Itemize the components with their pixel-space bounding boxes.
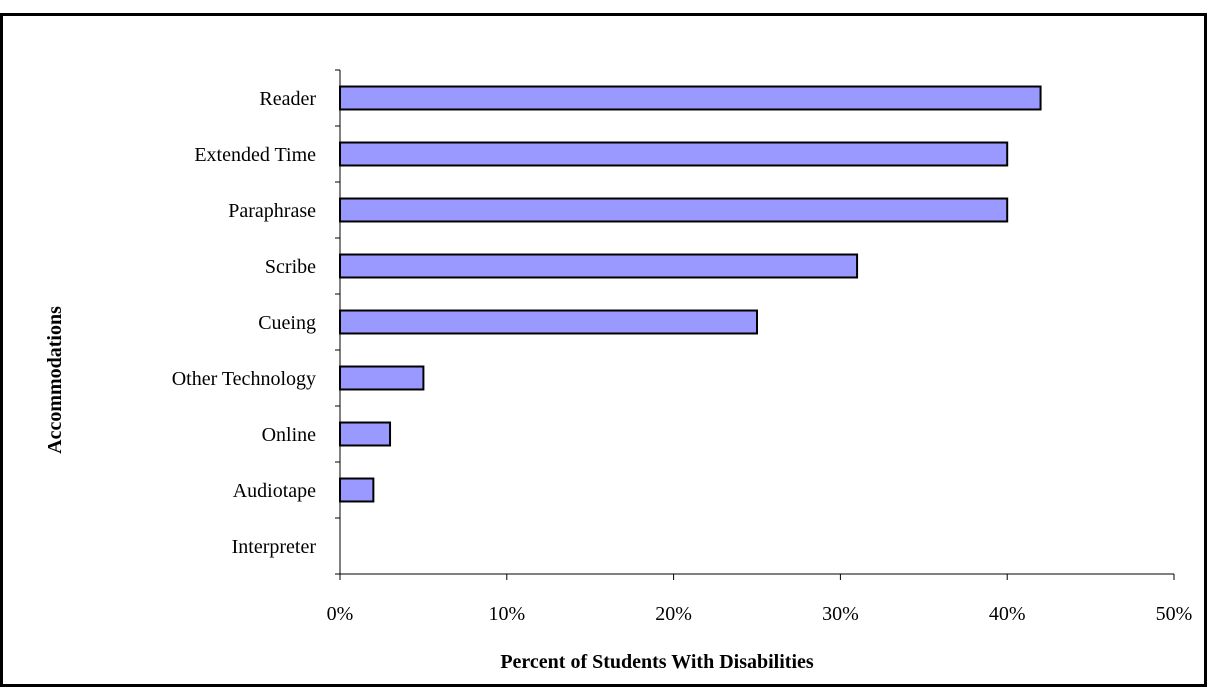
bar-paraphrase xyxy=(339,197,1009,223)
bar-extended-time xyxy=(339,141,1009,167)
y-tick-label: Paraphrase xyxy=(228,200,316,222)
x-tick-label: 10% xyxy=(488,603,525,625)
bar-reader xyxy=(339,85,1042,111)
x-axis-title: Percent of Students With Disabilities xyxy=(500,651,814,673)
x-tick-label: 0% xyxy=(327,603,354,625)
y-tick-label: Online xyxy=(262,424,317,446)
x-tick-label: 40% xyxy=(989,603,1026,625)
y-tick-label: Cueing xyxy=(258,312,316,334)
bar-other-technology xyxy=(339,365,425,391)
y-tick-label: Interpreter xyxy=(232,536,317,558)
y-axis-title: Accommodations xyxy=(44,306,66,454)
bar-cueing xyxy=(339,309,758,335)
bar-online xyxy=(339,421,392,447)
bar-scribe xyxy=(339,253,859,279)
y-tick-label: Audiotape xyxy=(233,480,316,502)
y-tick-label: Other Technology xyxy=(172,368,316,390)
y-tick-label: Reader xyxy=(259,88,316,110)
x-tick-label: 30% xyxy=(822,603,859,625)
y-tick-label: Scribe xyxy=(265,256,316,278)
bar-audiotape xyxy=(339,477,375,503)
chart-border xyxy=(0,13,1207,687)
x-tick-label: 20% xyxy=(655,603,692,625)
y-tick-label: Extended Time xyxy=(194,144,316,166)
x-tick-label: 50% xyxy=(1156,603,1193,625)
